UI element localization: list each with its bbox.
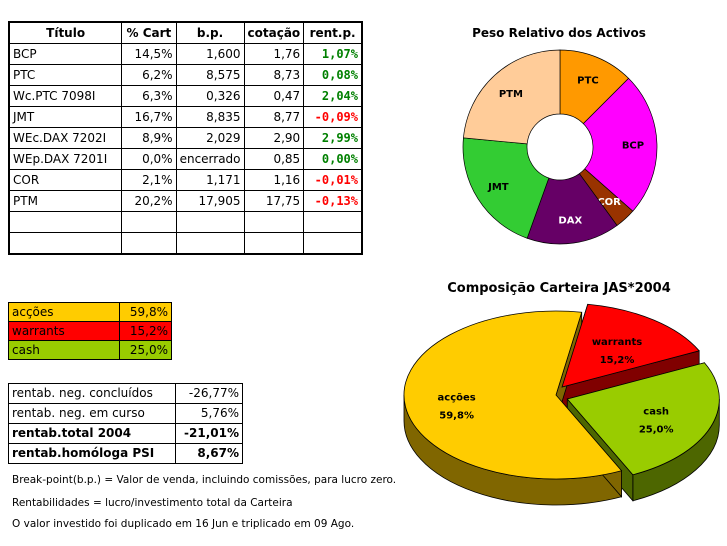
returns-value: 8,67%	[175, 443, 243, 464]
cell-bp: 8,835	[175, 106, 245, 128]
pie3d-slice-warrants	[561, 303, 700, 388]
cell-bp	[175, 232, 245, 255]
pie3d-value-warrants: 15,2%	[600, 355, 635, 366]
allocation-table: acções 59,8% warrants 15,2% cash 25,0%	[8, 302, 172, 360]
portfolio-row	[8, 232, 363, 255]
allocation-label: cash	[8, 340, 120, 360]
donut-label-ptc: PTC	[577, 76, 599, 87]
donut-label-bcp: BCP	[622, 141, 644, 152]
cell-cotacao: 8,73	[243, 64, 305, 86]
cell-bp: 2,029	[175, 127, 245, 149]
pie3d-slice-acções	[403, 310, 623, 480]
donut-label-cor: COR	[597, 197, 621, 208]
cell-cart: 0,0%	[121, 148, 177, 170]
allocation-value: 15,2%	[119, 321, 172, 341]
portfolio-row: Wc.PTC 7098I 6,3% 0,326 0,47 2,04%	[8, 85, 363, 107]
portfolio-table: Título % Cart b.p. cotação rent.p. BCP 14…	[8, 21, 363, 255]
cell-bp	[175, 211, 245, 233]
cell-bp: 8,575	[175, 64, 245, 86]
returns-table: rentab. neg. concluídos -26,77% rentab. ne…	[8, 383, 243, 464]
returns-row: rentab.total 2004 -21,01%	[8, 423, 243, 444]
cell-titulo: PTM	[8, 190, 123, 212]
donut-slice-dax	[526, 173, 618, 245]
returns-row: rentab.homóloga PSI 8,67%	[8, 443, 243, 464]
header-rent: rent.p.	[303, 21, 363, 44]
portfolio-row: JMT 16,7% 8,835 8,77 -0,09%	[8, 106, 363, 128]
allocation-value: 25,0%	[119, 340, 172, 360]
cell-rent: 1,07%	[303, 43, 363, 65]
donut-slice-ptm	[463, 49, 561, 145]
note-breakpoint: Break-point(b.p.) = Valor de venda, incl…	[12, 474, 397, 486]
allocation-value: 59,8%	[119, 302, 172, 322]
portfolio-row: COR 2,1% 1,171 1,16 -0,01%	[8, 169, 363, 191]
returns-label: rentab.total 2004	[8, 423, 176, 444]
donut-chart-title: Peso Relativo dos Activos	[472, 26, 646, 40]
cell-bp: 0,326	[175, 85, 245, 107]
cell-cart	[121, 232, 177, 255]
donut-slice-bcp	[582, 77, 658, 212]
pie3d-value-acções: 59,8%	[439, 411, 474, 422]
cell-rent: 0,08%	[303, 64, 363, 86]
portfolio-header-row: Título % Cart b.p. cotação rent.p.	[8, 21, 363, 44]
pie3d-label-cash: cash	[643, 406, 669, 417]
cell-cotacao: 1,16	[243, 169, 305, 191]
header-cart: % Cart	[121, 21, 177, 44]
allocation-row: acções 59,8%	[8, 302, 172, 322]
note-investment: O valor investido foi duplicado em 16 Ju…	[12, 518, 355, 530]
cell-cotacao: 17,75	[243, 190, 305, 212]
donut-chart: PTC BCP COR DAX JMT PTM	[462, 49, 658, 245]
donut-label-ptm: PTM	[499, 89, 523, 100]
returns-label: rentab.homóloga PSI	[8, 443, 176, 464]
cell-rent: -0,13%	[303, 190, 363, 212]
portfolio-row: BCP 14,5% 1,600 1,76 1,07%	[8, 43, 363, 65]
cell-cotacao: 0,85	[243, 148, 305, 170]
portfolio-row	[8, 211, 363, 233]
note-rentabilidades: Rentabilidades = lucro/investimento tota…	[12, 497, 293, 509]
pie3d-chart: warrants 15,2% cash 25,0% acções 59,8%	[403, 303, 720, 506]
pie3d-label-warrants: warrants	[592, 337, 642, 348]
allocation-label: acções	[8, 302, 120, 322]
pie3d-slice-cash	[566, 362, 720, 476]
cell-cart: 20,2%	[121, 190, 177, 212]
portfolio-row: WEc.DAX 7202I 8,9% 2,029 2,90 2,99%	[8, 127, 363, 149]
donut-label-dax: DAX	[558, 215, 582, 226]
pie3d-value-cash: 25,0%	[639, 424, 674, 435]
cell-rent: -0,09%	[303, 106, 363, 128]
allocation-label: warrants	[8, 321, 120, 341]
pie3d-label-acções: acções	[438, 393, 476, 404]
cell-bp: 1,171	[175, 169, 245, 191]
cell-titulo: WEc.DAX 7202I	[8, 127, 123, 149]
returns-label: rentab. neg. concluídos	[8, 383, 176, 404]
returns-value: 5,76%	[175, 403, 243, 424]
cell-cart	[121, 211, 177, 233]
cell-rent	[303, 211, 363, 233]
returns-row: rentab. neg. em curso 5,76%	[8, 403, 243, 424]
cell-rent	[303, 232, 363, 255]
cell-titulo: PTC	[8, 64, 123, 86]
portfolio-row: PTC 6,2% 8,575 8,73 0,08%	[8, 64, 363, 86]
header-bp: b.p.	[175, 21, 245, 44]
allocation-row: warrants 15,2%	[8, 321, 172, 341]
donut-label-jmt: JMT	[487, 182, 509, 193]
donut-slice-jmt	[462, 137, 550, 239]
pie3d-chart-title: Composição Carteira JAS*2004	[447, 281, 671, 296]
returns-label: rentab. neg. em curso	[8, 403, 176, 424]
portfolio-row: PTM 20,2% 17,905 17,75 -0,13%	[8, 190, 363, 212]
allocation-row: cash 25,0%	[8, 340, 172, 360]
